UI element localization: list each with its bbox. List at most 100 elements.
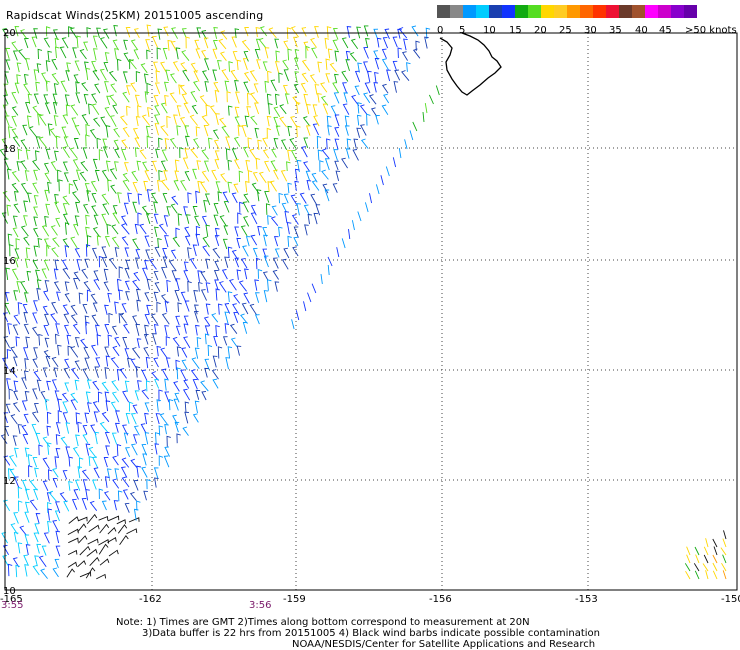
- wind-barb: [336, 247, 340, 258]
- wind-barb: [23, 74, 29, 84]
- wind-barb: [242, 245, 249, 257]
- wind-barb: [88, 446, 97, 459]
- wind-barb: [293, 226, 299, 238]
- wind-barb: [132, 315, 138, 325]
- wind-barb: [12, 215, 18, 227]
- wind-barb: [219, 51, 227, 61]
- wind-barb: [313, 212, 319, 225]
- wind-barb: [141, 466, 148, 478]
- wind-barb: [61, 126, 68, 139]
- wind-barb: [344, 115, 350, 127]
- wind-barb: [175, 325, 181, 336]
- wind-barb: [153, 467, 159, 479]
- wind-barb: [24, 258, 30, 269]
- wind-barb: [182, 69, 190, 82]
- wind-barb: [42, 305, 49, 316]
- wind-barb: [317, 61, 322, 73]
- wind-barb: [116, 368, 122, 381]
- wind-barb: [244, 115, 250, 128]
- wind-barb: [110, 401, 117, 412]
- wind-barb: [137, 380, 142, 391]
- wind-barb: [255, 257, 261, 270]
- wind-barb: [70, 346, 79, 358]
- wind-barb: [686, 546, 691, 556]
- wind-barb: [122, 126, 130, 138]
- wind-barb: [80, 338, 88, 349]
- wind-barb: [258, 171, 267, 184]
- wind-barb: [263, 234, 268, 247]
- wind-barb: [64, 281, 70, 292]
- wind-barb: [43, 259, 50, 271]
- wind-barb: [56, 291, 61, 302]
- wind-barb: [33, 245, 39, 257]
- wind-barb: [119, 312, 127, 324]
- wind-barb: [35, 513, 41, 524]
- wind-barb: [309, 74, 317, 84]
- wind-barb: [103, 457, 109, 468]
- wind-barb: [245, 236, 251, 247]
- wind-barb: [349, 52, 357, 62]
- wind-barb: [164, 446, 171, 457]
- wind-barb: [99, 37, 108, 49]
- wind-barb: [153, 324, 159, 335]
- wind-barb: [111, 391, 120, 403]
- wind-barb: [74, 379, 80, 391]
- wind-barb: [125, 27, 131, 38]
- wind-barb: [23, 236, 30, 246]
- wind-barb: [263, 290, 269, 303]
- wind-barb: [363, 61, 369, 74]
- wind-barb: [75, 201, 80, 213]
- wind-barb: [117, 58, 122, 71]
- wind-barb: [72, 179, 79, 191]
- wind-barb: [114, 48, 119, 60]
- wind-barb: [55, 434, 61, 445]
- wind-barb: [23, 38, 29, 49]
- wind-barb: [110, 357, 119, 369]
- wind-barb: [242, 201, 249, 213]
- wind-barb: [123, 202, 129, 215]
- wind-barb: [425, 27, 431, 40]
- wind-barb: [34, 555, 39, 567]
- wind-barb: [21, 424, 29, 436]
- wind-barb: [184, 401, 190, 413]
- wind-barb: [114, 247, 120, 258]
- wind-barb: [278, 192, 283, 204]
- wind-barb: [291, 149, 298, 161]
- wind-barb: [223, 225, 229, 235]
- wind-barb: [90, 180, 98, 192]
- wind-barb: [259, 26, 268, 37]
- wind-barb: [195, 126, 201, 137]
- wind-barb: [29, 499, 38, 511]
- wind-barb: [103, 268, 109, 281]
- wind-barb: [87, 235, 92, 248]
- wind-barb: [189, 114, 198, 126]
- wind-barb: [109, 115, 117, 127]
- wind-barb: [11, 170, 20, 182]
- wind-barb: [3, 455, 11, 466]
- wind-barb: [111, 236, 120, 248]
- wind-barb: [64, 293, 71, 303]
- wind-barb: [266, 115, 272, 127]
- wind-barb: [124, 502, 130, 513]
- wind-barb: [14, 82, 20, 94]
- wind-barb: [232, 51, 238, 61]
- wind-barb: [108, 70, 117, 82]
- wind-barb: [101, 411, 110, 423]
- wind-barb: [9, 244, 14, 257]
- wind-barb: [101, 246, 108, 259]
- wind-barb: [5, 403, 11, 414]
- island-outline-path: [439, 32, 502, 96]
- wind-barb: [144, 313, 150, 325]
- wind-barb: [14, 257, 19, 268]
- wind-barb: [324, 158, 330, 171]
- wind-barb: [133, 271, 140, 282]
- wind-barb: [214, 235, 220, 247]
- wind-barb: [296, 203, 301, 216]
- wind-barb: [401, 51, 408, 61]
- wind-barb: [52, 467, 59, 478]
- wind-barb: [7, 563, 13, 577]
- wind-barb: [89, 128, 97, 139]
- wind-barb: [273, 169, 279, 180]
- wind-barb: [234, 257, 240, 268]
- wind-barb: [81, 498, 87, 510]
